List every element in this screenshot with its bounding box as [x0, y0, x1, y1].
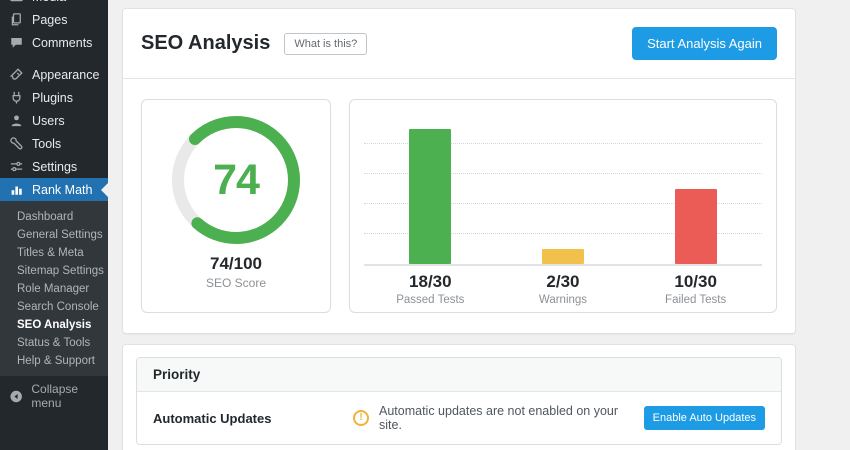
- failed-tests-value: 10/30: [674, 272, 717, 291]
- seo-score-label: SEO Score: [205, 276, 267, 290]
- users-icon: [11, 115, 22, 127]
- tools-icon: [10, 137, 23, 150]
- media-icon: [10, 0, 23, 2]
- enable-auto-updates-button[interactable]: Enable Auto Updates: [643, 406, 765, 430]
- warning-icon: !: [353, 410, 369, 426]
- chart-bars: [364, 114, 762, 264]
- plugins-icon: [12, 91, 21, 104]
- automatic-updates-row: Automatic Updates ! Automatic updates ar…: [137, 392, 781, 444]
- tests-list-card: Priority Automatic Updates ! Automatic u…: [122, 344, 796, 450]
- main-content: SEO Analysis What is this? Start Analysi…: [108, 0, 850, 450]
- sidebar-item-label: Users: [32, 113, 65, 128]
- sidebar-item-media[interactable]: Media: [0, 0, 108, 8]
- chart-labels: 18/30 Passed Tests 2/30 Warnings 10/30 F…: [364, 272, 762, 306]
- sidebar-item-label: Rank Math: [32, 182, 93, 197]
- sidebar-item-label: Appearance: [32, 67, 100, 82]
- sidebar-item-tools[interactable]: Tools: [0, 132, 108, 155]
- submenu-item-help-support[interactable]: Help & Support: [17, 355, 95, 367]
- submenu-item-status-tools[interactable]: Status & Tools: [17, 337, 91, 349]
- warnings-label-group: 2/30 Warnings: [497, 272, 628, 306]
- results-panels: 74 74/100 SEO Score 18/30: [123, 79, 795, 313]
- warnings-value: 2/30: [546, 272, 580, 291]
- sidebar-item-users[interactable]: Users: [0, 109, 108, 132]
- pages-icon: [11, 13, 21, 26]
- admin-sidebar: Media Pages Comments Appearance Plugins …: [0, 0, 108, 450]
- seo-score-fraction: 74/100: [210, 254, 262, 273]
- submenu-item-seo-analysis[interactable]: SEO Analysis: [17, 319, 92, 331]
- passed-tests-label-group: 18/30 Passed Tests: [365, 272, 496, 306]
- submenu-item-general-settings[interactable]: General Settings: [17, 229, 103, 241]
- submenu-item-search-console[interactable]: Search Console: [17, 301, 99, 313]
- sidebar-item-settings[interactable]: Settings: [0, 155, 108, 178]
- seo-score-panel: 74 74/100 SEO Score: [141, 99, 331, 313]
- sidebar-item-plugins[interactable]: Plugins: [0, 86, 108, 109]
- bar-passed-tests: [409, 129, 452, 264]
- collapse-icon: [10, 390, 22, 402]
- priority-box-title: Priority: [137, 358, 781, 392]
- bar-warnings: [541, 249, 584, 264]
- sidebar-item-label: Media: [32, 0, 66, 4]
- appearance-icon: [9, 68, 23, 80]
- rank-math-icon: [11, 186, 22, 195]
- page-title: SEO Analysis: [141, 32, 271, 54]
- gauge-svg: [172, 115, 300, 244]
- current-item-arrow: [94, 182, 108, 197]
- sidebar-item-label: Pages: [32, 12, 68, 27]
- warnings-caption: Warnings: [538, 294, 588, 306]
- sidebar-item-label: Comments: [32, 35, 93, 50]
- sidebar-item-comments[interactable]: Comments: [0, 31, 108, 54]
- sidebar-item-appearance[interactable]: Appearance: [0, 63, 108, 86]
- seo-analysis-card: SEO Analysis What is this? Start Analysi…: [122, 8, 796, 334]
- submenu-item-titles-meta[interactable]: Titles & Meta: [17, 247, 84, 259]
- sidebar-item-label: Plugins: [32, 90, 73, 105]
- failed-tests-label-group: 10/30 Failed Tests: [630, 272, 761, 306]
- submenu-item-dashboard[interactable]: Dashboard: [17, 211, 74, 223]
- submenu-item-role-manager[interactable]: Role Manager: [17, 283, 90, 295]
- bar-chart-plot: [364, 114, 762, 266]
- sidebar-item-rank-math[interactable]: Rank Math: [0, 178, 108, 201]
- sidebar-item-label: Tools: [32, 136, 62, 151]
- failed-tests-caption: Failed Tests: [665, 294, 727, 306]
- tests-bar-chart-panel: 18/30 Passed Tests 2/30 Warnings 10/30 F…: [349, 99, 777, 313]
- sidebar-item-label: Settings: [32, 159, 78, 174]
- start-analysis-again-button[interactable]: Start Analysis Again: [632, 27, 777, 60]
- automatic-updates-message: Automatic updates are not enabled on you…: [379, 404, 619, 432]
- comments-icon: [11, 38, 22, 48]
- admin-menu: Media Pages Comments Appearance Plugins …: [0, 0, 108, 201]
- passed-tests-value: 18/30: [409, 272, 452, 291]
- settings-icon: [10, 161, 23, 172]
- submenu-item-sitemap-settings[interactable]: Sitemap Settings: [17, 265, 104, 277]
- passed-tests-caption: Passed Tests: [396, 294, 465, 306]
- collapse-menu-button[interactable]: Collapse menu: [0, 382, 108, 410]
- collapse-menu-label: Collapse menu: [31, 382, 79, 410]
- bar-failed-tests: [674, 189, 717, 264]
- what-is-this-button[interactable]: What is this?: [284, 32, 368, 55]
- gauge-progress-arc: [172, 115, 300, 244]
- priority-box: Priority Automatic Updates ! Automatic u…: [136, 357, 782, 445]
- rank-math-submenu: Dashboard General Settings Titles & Meta…: [0, 201, 108, 376]
- card-header: SEO Analysis What is this? Start Analysi…: [123, 9, 795, 79]
- sidebar-item-pages[interactable]: Pages: [0, 8, 108, 31]
- automatic-updates-label: Automatic Updates: [153, 410, 272, 426]
- seo-score-gauge: 74: [169, 113, 303, 247]
- seo-score-value: 74: [213, 155, 260, 204]
